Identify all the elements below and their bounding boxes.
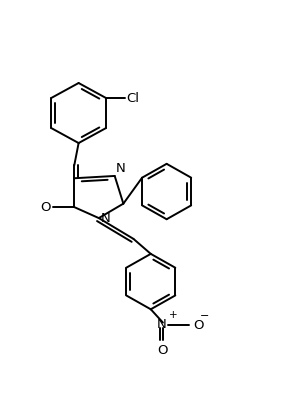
Text: N: N (157, 318, 166, 331)
Text: O: O (193, 319, 204, 332)
Text: +: + (169, 310, 178, 320)
Text: −: − (200, 311, 209, 321)
Text: N: N (116, 162, 126, 174)
Text: O: O (158, 344, 168, 357)
Text: N: N (100, 212, 110, 225)
Text: Cl: Cl (126, 92, 139, 105)
Text: O: O (41, 201, 51, 214)
